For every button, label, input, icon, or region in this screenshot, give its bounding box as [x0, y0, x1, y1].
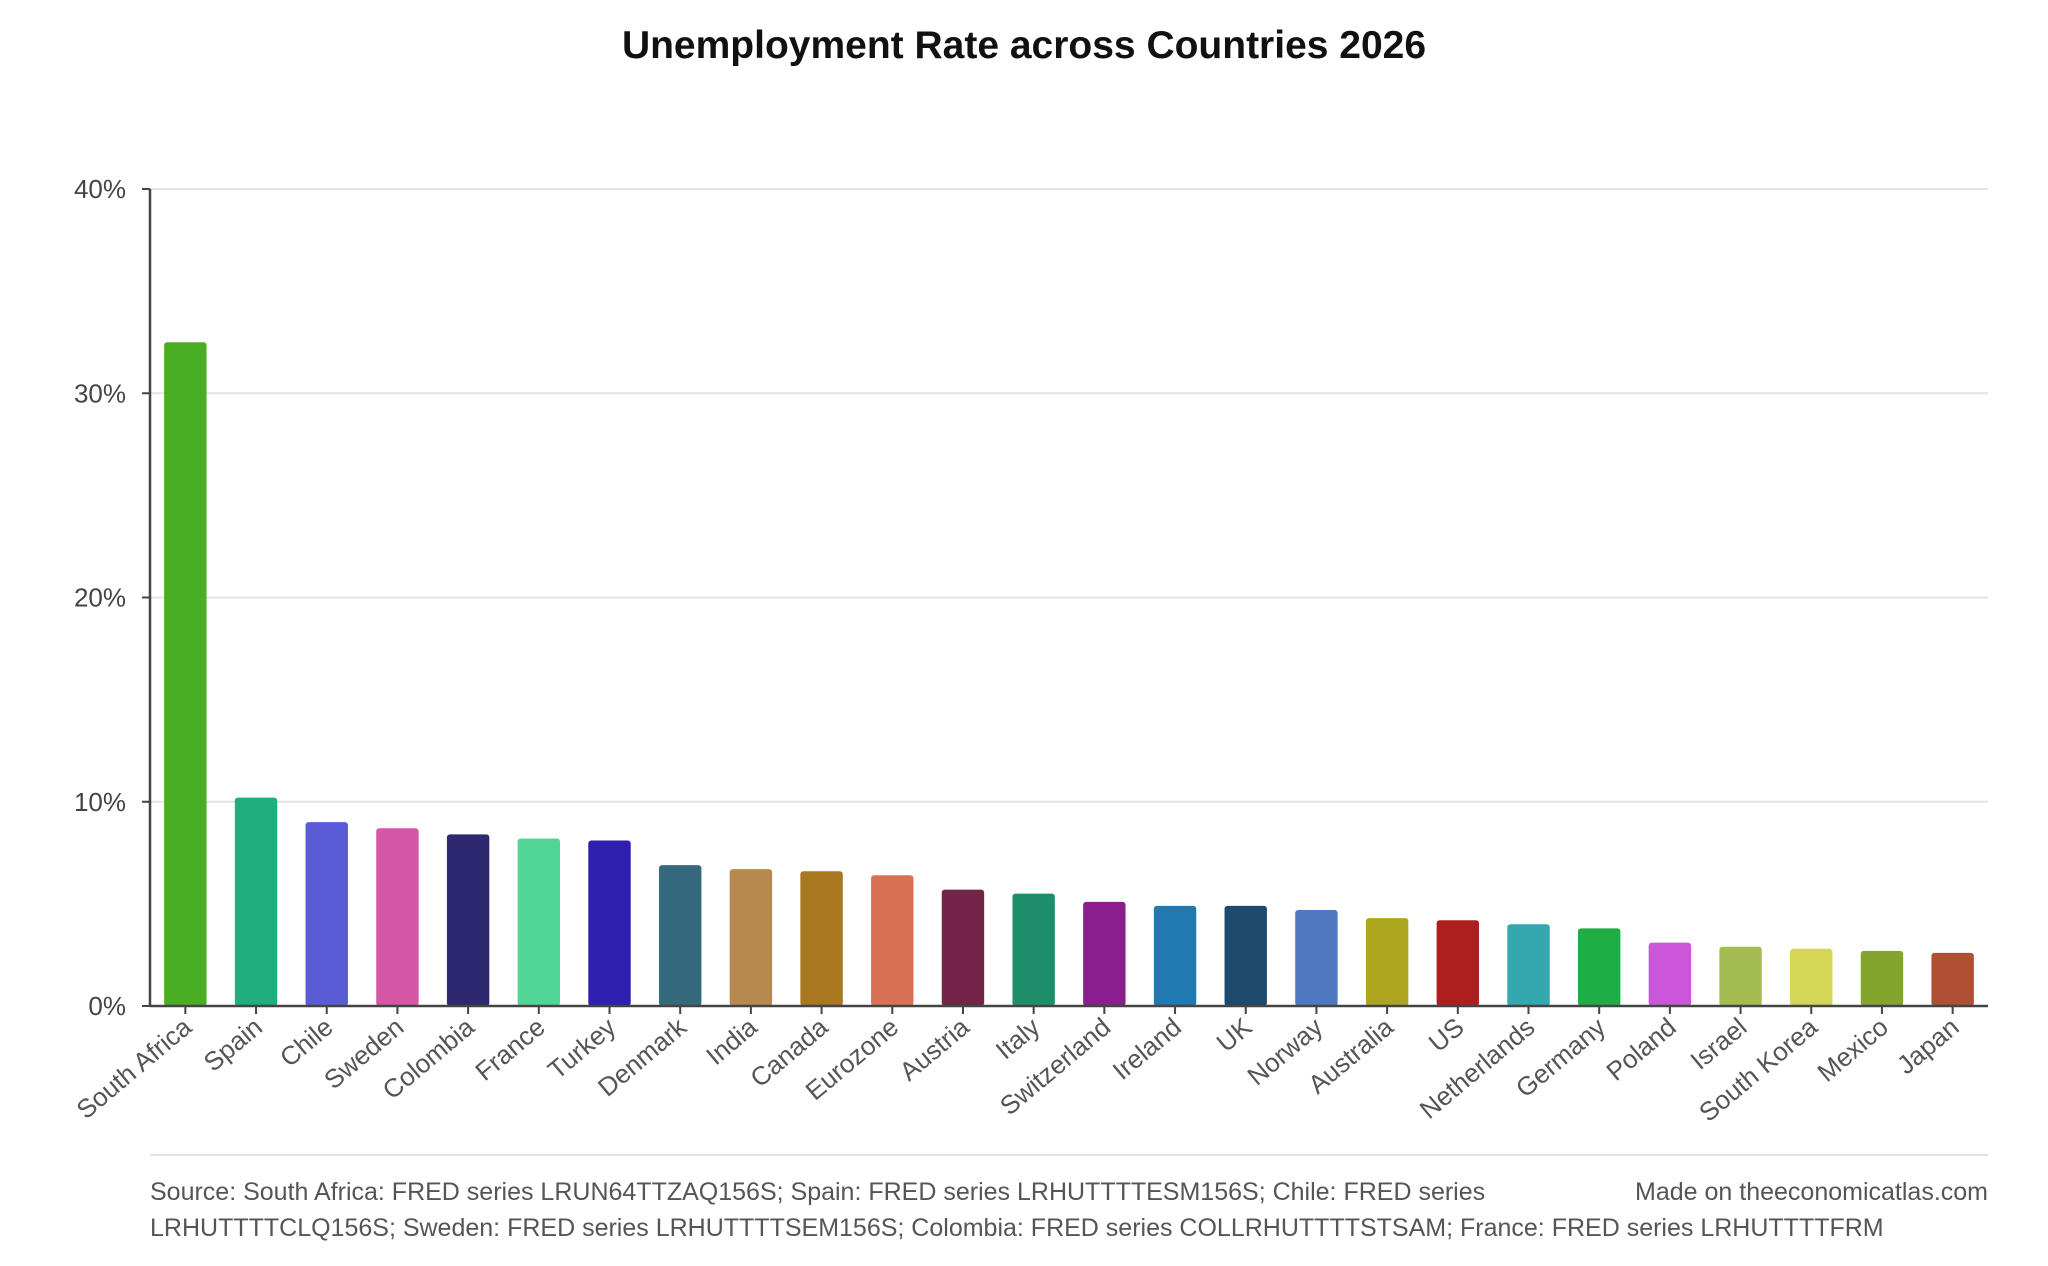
bar-south-africa[interactable] — [164, 342, 207, 1006]
bar-canada[interactable] — [800, 871, 843, 1006]
bar-mexico[interactable] — [1860, 950, 1904, 1006]
bar-uk[interactable] — [1224, 905, 1267, 1006]
bar-colombia[interactable] — [446, 834, 490, 1006]
x-category-label: Poland — [1600, 1012, 1681, 1087]
made-on-credit: Made on theeconomicatlas.com — [1635, 1178, 1988, 1206]
bar-south-korea[interactable] — [1790, 948, 1833, 1006]
bar-sweden[interactable] — [376, 828, 419, 1006]
bar-norway[interactable] — [1295, 910, 1338, 1006]
y-tick-label: 0% — [88, 991, 126, 1021]
x-category-label: Mexico — [1811, 1012, 1893, 1088]
y-tick-label: 40% — [74, 174, 126, 204]
bar-eurozone[interactable] — [871, 875, 914, 1006]
bar-poland[interactable] — [1648, 942, 1692, 1006]
source-text-line-2: LRHUTTTTCLQ156S; Sweden: FRED series LRH… — [150, 1214, 1884, 1242]
y-axis-ticks: 0% 10% 20% 30% 40% — [74, 174, 150, 1021]
x-category-label: US — [1423, 1012, 1470, 1058]
x-category-label: UK — [1211, 1011, 1258, 1058]
y-tick-label: 20% — [74, 583, 126, 613]
x-category-label: Japan — [1891, 1012, 1965, 1081]
bar-switzerland[interactable] — [1083, 901, 1126, 1006]
bar-india[interactable] — [729, 869, 773, 1006]
bar-australia[interactable] — [1365, 918, 1409, 1006]
gridlines — [150, 188, 1988, 803]
bar-turkey[interactable] — [588, 840, 631, 1006]
y-tick-label: 10% — [74, 787, 126, 817]
x-category-label: South Africa — [71, 1011, 198, 1124]
x-category-label: Austria — [894, 1011, 976, 1086]
bar-germany[interactable] — [1577, 928, 1621, 1006]
bar-spain[interactable] — [234, 797, 278, 1006]
source-text-line-1: Source: South Africa: FRED series LRUN64… — [150, 1178, 1485, 1206]
x-category-label: Spain — [198, 1012, 268, 1078]
x-axis-labels: South Africa Spain ChileSwedenColombiaFran… — [71, 1006, 1965, 1128]
bar-italy[interactable] — [1012, 893, 1055, 1006]
bar-israel[interactable] — [1719, 946, 1762, 1006]
bar-netherlands[interactable] — [1507, 924, 1550, 1006]
bar-us[interactable] — [1436, 920, 1480, 1006]
made-on-backdrop — [1600, 1174, 1992, 1210]
bar-chile[interactable] — [305, 822, 348, 1006]
bar-denmark[interactable] — [658, 865, 702, 1006]
bar-france[interactable] — [517, 838, 561, 1006]
bar-japan[interactable] — [1931, 952, 1974, 1006]
bar-ireland[interactable] — [1153, 905, 1197, 1006]
bar-austria[interactable] — [941, 889, 985, 1006]
bars — [164, 342, 1974, 1006]
y-tick-label: 30% — [74, 378, 126, 408]
x-category-label: Ireland — [1107, 1012, 1187, 1086]
x-category-label: France — [469, 1012, 550, 1087]
chart-title: Unemployment Rate across Countries 2026 — [622, 24, 1426, 67]
x-category-label: Italy — [990, 1012, 1046, 1066]
